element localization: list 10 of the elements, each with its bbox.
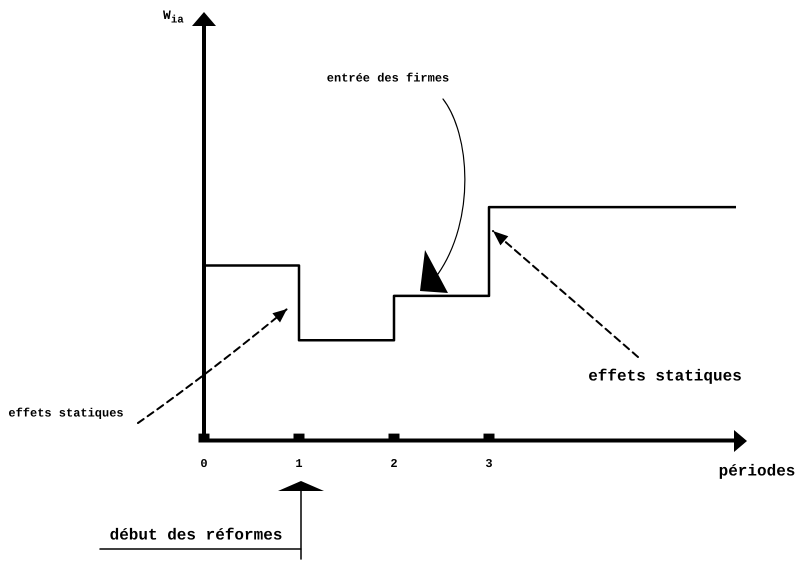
text: W$_{ia}$ — [163, 8, 184, 27]
x-tick-label: 2 — [390, 456, 398, 471]
text: effets statiques — [8, 406, 124, 421]
x-axis-title: périodes — [718, 462, 796, 481]
x-tick-label: 1 — [295, 456, 303, 471]
text: entrée des firmes — [326, 72, 450, 86]
text: début des réformes — [110, 526, 282, 545]
annotation: effets statiques — [588, 368, 742, 386]
x-tick-label: 3 — [485, 456, 493, 471]
x-tick-label: 0 — [200, 456, 208, 471]
